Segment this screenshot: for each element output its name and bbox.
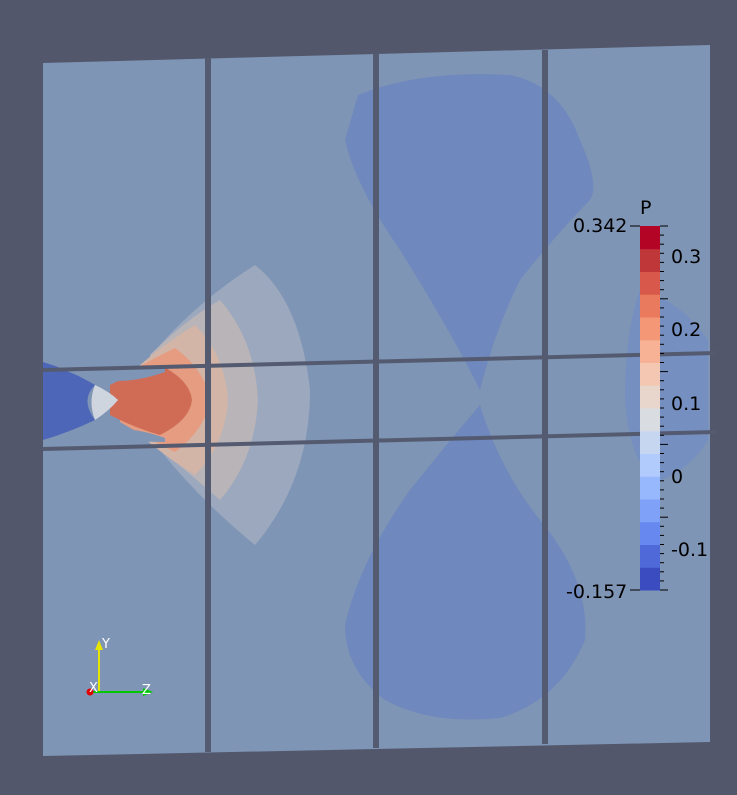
nozzle-transition — [91, 385, 118, 420]
color-legend-swatch — [640, 248, 660, 272]
color-legend-swatch — [640, 339, 660, 363]
mesh-seam-vertical-2 — [373, 54, 379, 748]
color-legend-tick-label: 0 — [671, 466, 684, 488]
color-legend-max-label: 0.342 — [573, 215, 628, 237]
color-legend-swatch — [640, 521, 660, 545]
color-legend-swatch — [640, 567, 660, 591]
color-legend-swatch — [640, 430, 660, 454]
color-legend-tick-label: 0.2 — [671, 319, 702, 341]
throat-lower-wall — [60, 428, 165, 442]
low-pressure-lower-lobe — [345, 405, 586, 720]
color-legend-tick-label: 0.1 — [671, 393, 702, 415]
throat-upper-wall — [60, 368, 165, 382]
color-legend-swatch — [640, 499, 660, 523]
nozzle-low-pressure-region — [43, 362, 95, 440]
color-legend-swatch — [640, 408, 660, 432]
color-legend-tick-label: -0.1 — [671, 539, 709, 561]
color-legend-swatch — [640, 294, 660, 318]
orientation-axes-widget — [86, 640, 153, 696]
axis-z-label: Z — [142, 683, 151, 698]
color-legend-min-label: -0.157 — [566, 581, 628, 603]
color-legend-swatch — [640, 317, 660, 341]
mesh-seam-vertical-1 — [205, 58, 211, 752]
axis-y-label: Y — [102, 637, 110, 652]
color-legend-swatch — [640, 362, 660, 386]
axis-y-arrow-icon — [95, 640, 103, 650]
color-legend-swatch — [640, 544, 660, 568]
axis-x-dot-icon — [86, 688, 94, 696]
axis-z-arrow-icon — [143, 688, 153, 696]
color-legend-swatch — [640, 385, 660, 409]
color-legend-swatch — [640, 226, 660, 250]
low-pressure-upper-lobe — [345, 74, 594, 390]
color-legend-swatch — [640, 476, 660, 500]
pressure-contour-core — [110, 365, 192, 435]
axis-x-label: X — [89, 681, 98, 696]
mesh-seam-horizontal-lower — [43, 430, 716, 451]
color-legend-swatch — [640, 271, 660, 295]
color-legend-title: P — [640, 197, 652, 219]
mesh-seam-vertical-3 — [542, 50, 548, 744]
color-legend-swatch — [640, 453, 660, 477]
mesh-seam-horizontal-upper — [43, 351, 716, 372]
color-legend-bar — [630, 225, 668, 591]
color-legend-tick-label: 0.3 — [671, 246, 702, 268]
